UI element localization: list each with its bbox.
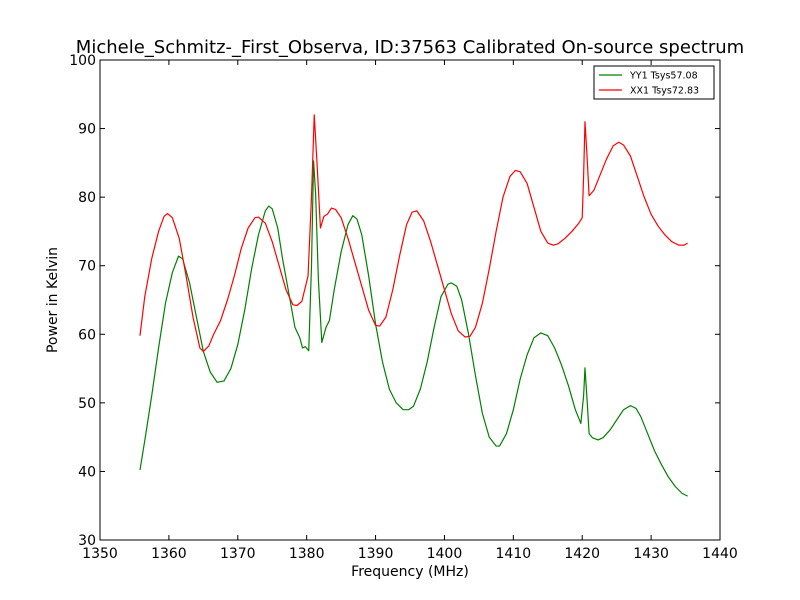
x-tick-label: 1380	[289, 546, 325, 562]
legend-entry-yy1: YY1 Tsys57.08	[629, 71, 698, 82]
x-tick-label: 1420	[564, 546, 600, 562]
y-tick-label: 90	[78, 122, 96, 138]
chart-title: Michele_Schmitz-_First_Observa, ID:37563…	[76, 37, 744, 58]
y-axis-label: Power in Kelvin	[45, 247, 61, 353]
x-tick-label: 1440	[702, 546, 738, 562]
series-line-xx1	[139, 114, 688, 353]
x-axis-label: Frequency (MHz)	[351, 564, 469, 580]
y-tick-label: 60	[78, 327, 96, 343]
plot-area: 1350 1360 1370 1380 1390 1400 1410 1420 1430 1440…	[69, 53, 738, 562]
x-tick-label: 1400	[427, 546, 463, 562]
y-tick-label: 30	[78, 533, 96, 549]
x-tick-label: 1350	[82, 546, 118, 562]
y-tick-label: 80	[78, 190, 96, 206]
series-line-yy1	[139, 160, 688, 497]
x-tick-label: 1370	[220, 546, 256, 562]
x-tick-label: 1430	[633, 546, 669, 562]
y-tick-label: 50	[78, 396, 96, 412]
legend-box	[593, 65, 715, 100]
legend-entry-xx1: XX1 Tsys72.83	[630, 86, 699, 97]
plot-frame	[99, 59, 721, 541]
y-tick-label: 40	[78, 464, 96, 480]
x-tick-label: 1360	[151, 546, 187, 562]
y-tick-label: 100	[69, 53, 96, 69]
x-tick-label: 1390	[358, 546, 394, 562]
y-tick-label: 70	[78, 259, 96, 275]
x-tick-label: 1410	[496, 546, 532, 562]
